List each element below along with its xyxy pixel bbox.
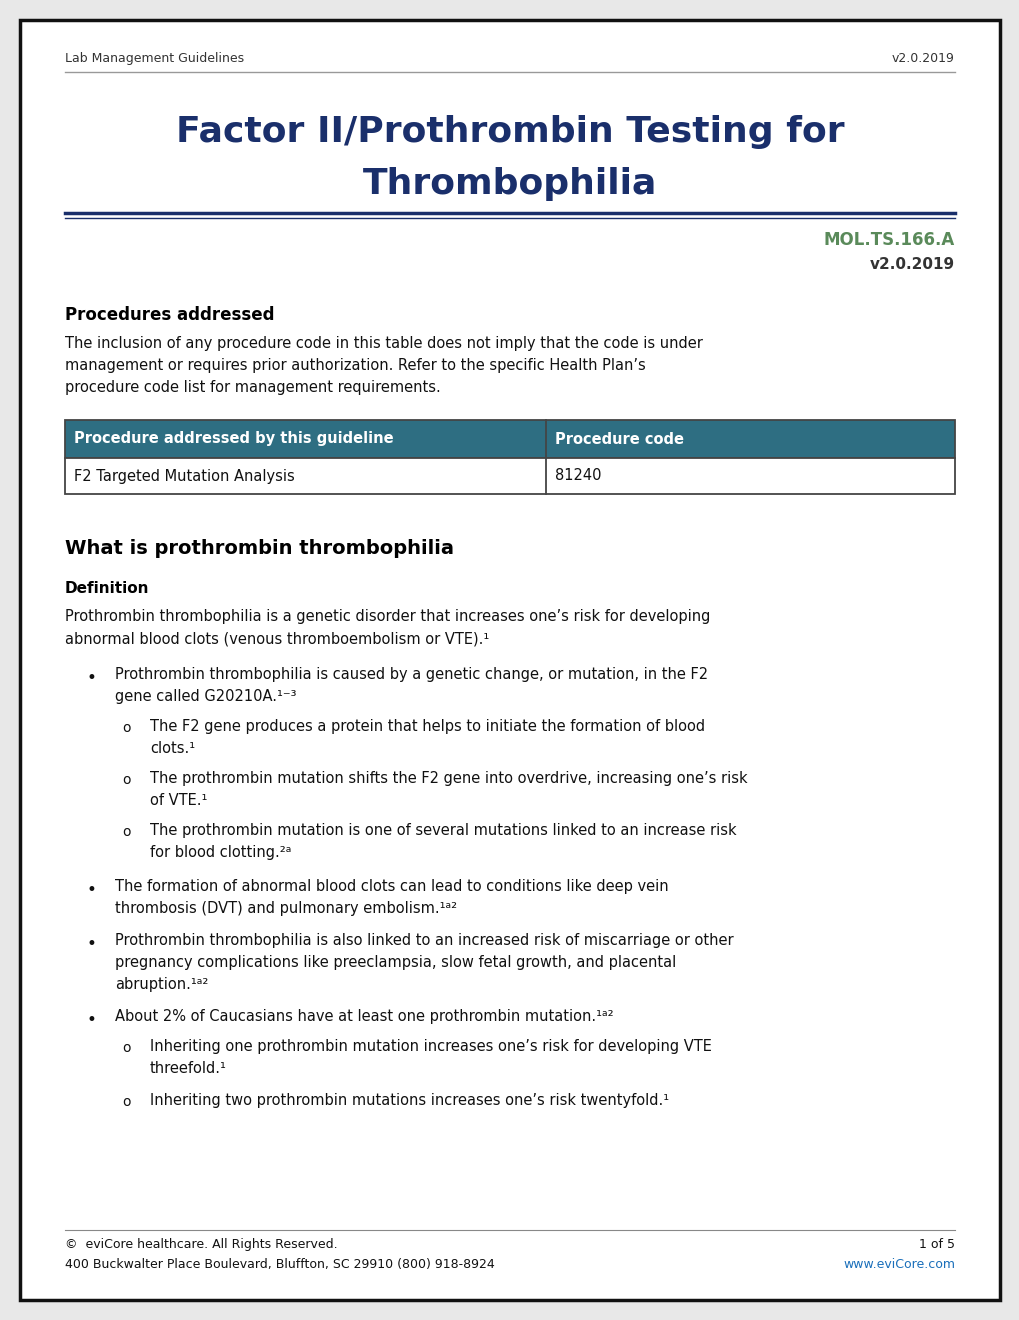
Text: Procedure addressed by this guideline: Procedure addressed by this guideline	[74, 432, 393, 446]
Text: MOL.TS.166.A: MOL.TS.166.A	[823, 231, 954, 249]
Text: •: •	[87, 880, 97, 899]
Text: Lab Management Guidelines: Lab Management Guidelines	[65, 51, 244, 65]
Text: pregnancy complications like preeclampsia, slow fetal growth, and placental: pregnancy complications like preeclampsi…	[115, 954, 676, 970]
Text: o: o	[122, 721, 130, 735]
Text: abruption.¹ᵃ²: abruption.¹ᵃ²	[115, 977, 208, 993]
Text: management or requires prior authorization. Refer to the specific Health Plan’s: management or requires prior authorizati…	[65, 358, 645, 374]
Text: Inheriting one prothrombin mutation increases one’s risk for developing VTE: Inheriting one prothrombin mutation incr…	[150, 1039, 711, 1053]
Text: clots.¹: clots.¹	[150, 741, 195, 756]
Text: o: o	[122, 774, 130, 787]
Text: 400 Buckwalter Place Boulevard, Bluffton, SC 29910 (800) 918-8924: 400 Buckwalter Place Boulevard, Bluffton…	[65, 1258, 494, 1271]
FancyBboxPatch shape	[65, 458, 954, 494]
Text: v2.0.2019: v2.0.2019	[869, 257, 954, 272]
Text: Procedures addressed: Procedures addressed	[65, 306, 274, 323]
Text: •: •	[87, 1011, 97, 1030]
Text: Definition: Definition	[65, 581, 150, 597]
Text: The inclusion of any procedure code in this table does not imply that the code i: The inclusion of any procedure code in t…	[65, 337, 702, 351]
Text: for blood clotting.²ᵃ: for blood clotting.²ᵃ	[150, 845, 291, 861]
Text: procedure code list for management requirements.: procedure code list for management requi…	[65, 380, 440, 395]
Text: •: •	[87, 669, 97, 686]
Text: gene called G20210A.¹⁻³: gene called G20210A.¹⁻³	[115, 689, 297, 704]
Text: 81240: 81240	[554, 469, 600, 483]
Text: The formation of abnormal blood clots can lead to conditions like deep vein: The formation of abnormal blood clots ca…	[115, 879, 668, 894]
Text: The prothrombin mutation is one of several mutations linked to an increase risk: The prothrombin mutation is one of sever…	[150, 822, 736, 838]
Text: abnormal blood clots (venous thromboembolism or VTE).¹: abnormal blood clots (venous thromboembo…	[65, 631, 489, 645]
Text: About 2% of Caucasians have at least one prothrombin mutation.¹ᵃ²: About 2% of Caucasians have at least one…	[115, 1008, 613, 1024]
Text: Thrombophilia: Thrombophilia	[363, 168, 656, 201]
Text: o: o	[122, 1041, 130, 1055]
Text: v2.0.2019: v2.0.2019	[892, 51, 954, 65]
Text: www.eviCore.com: www.eviCore.com	[842, 1258, 954, 1271]
Text: Inheriting two prothrombin mutations increases one’s risk twentyfold.¹: Inheriting two prothrombin mutations inc…	[150, 1093, 668, 1107]
Text: Prothrombin thrombophilia is a genetic disorder that increases one’s risk for de: Prothrombin thrombophilia is a genetic d…	[65, 609, 709, 624]
Text: Prothrombin thrombophilia is also linked to an increased risk of miscarriage or : Prothrombin thrombophilia is also linked…	[115, 933, 733, 948]
Text: of VTE.¹: of VTE.¹	[150, 793, 207, 808]
Text: o: o	[122, 1096, 130, 1109]
FancyBboxPatch shape	[65, 420, 954, 458]
Text: Factor II/Prothrombin Testing for: Factor II/Prothrombin Testing for	[175, 115, 844, 149]
Text: 1 of 5: 1 of 5	[918, 1238, 954, 1251]
Text: o: o	[122, 825, 130, 840]
Text: •: •	[87, 935, 97, 953]
FancyBboxPatch shape	[20, 20, 999, 1300]
Text: thrombosis (DVT) and pulmonary embolism.¹ᵃ²: thrombosis (DVT) and pulmonary embolism.…	[115, 902, 457, 916]
Text: Prothrombin thrombophilia is caused by a genetic change, or mutation, in the F2: Prothrombin thrombophilia is caused by a…	[115, 667, 707, 682]
Text: threefold.¹: threefold.¹	[150, 1061, 226, 1076]
Text: Procedure code: Procedure code	[554, 432, 683, 446]
Text: What is prothrombin thrombophilia: What is prothrombin thrombophilia	[65, 539, 453, 558]
Text: The F2 gene produces a protein that helps to initiate the formation of blood: The F2 gene produces a protein that help…	[150, 719, 704, 734]
Text: ©  eviCore healthcare. All Rights Reserved.: © eviCore healthcare. All Rights Reserve…	[65, 1238, 337, 1251]
Text: F2 Targeted Mutation Analysis: F2 Targeted Mutation Analysis	[74, 469, 294, 483]
Text: The prothrombin mutation shifts the F2 gene into overdrive, increasing one’s ris: The prothrombin mutation shifts the F2 g…	[150, 771, 747, 785]
